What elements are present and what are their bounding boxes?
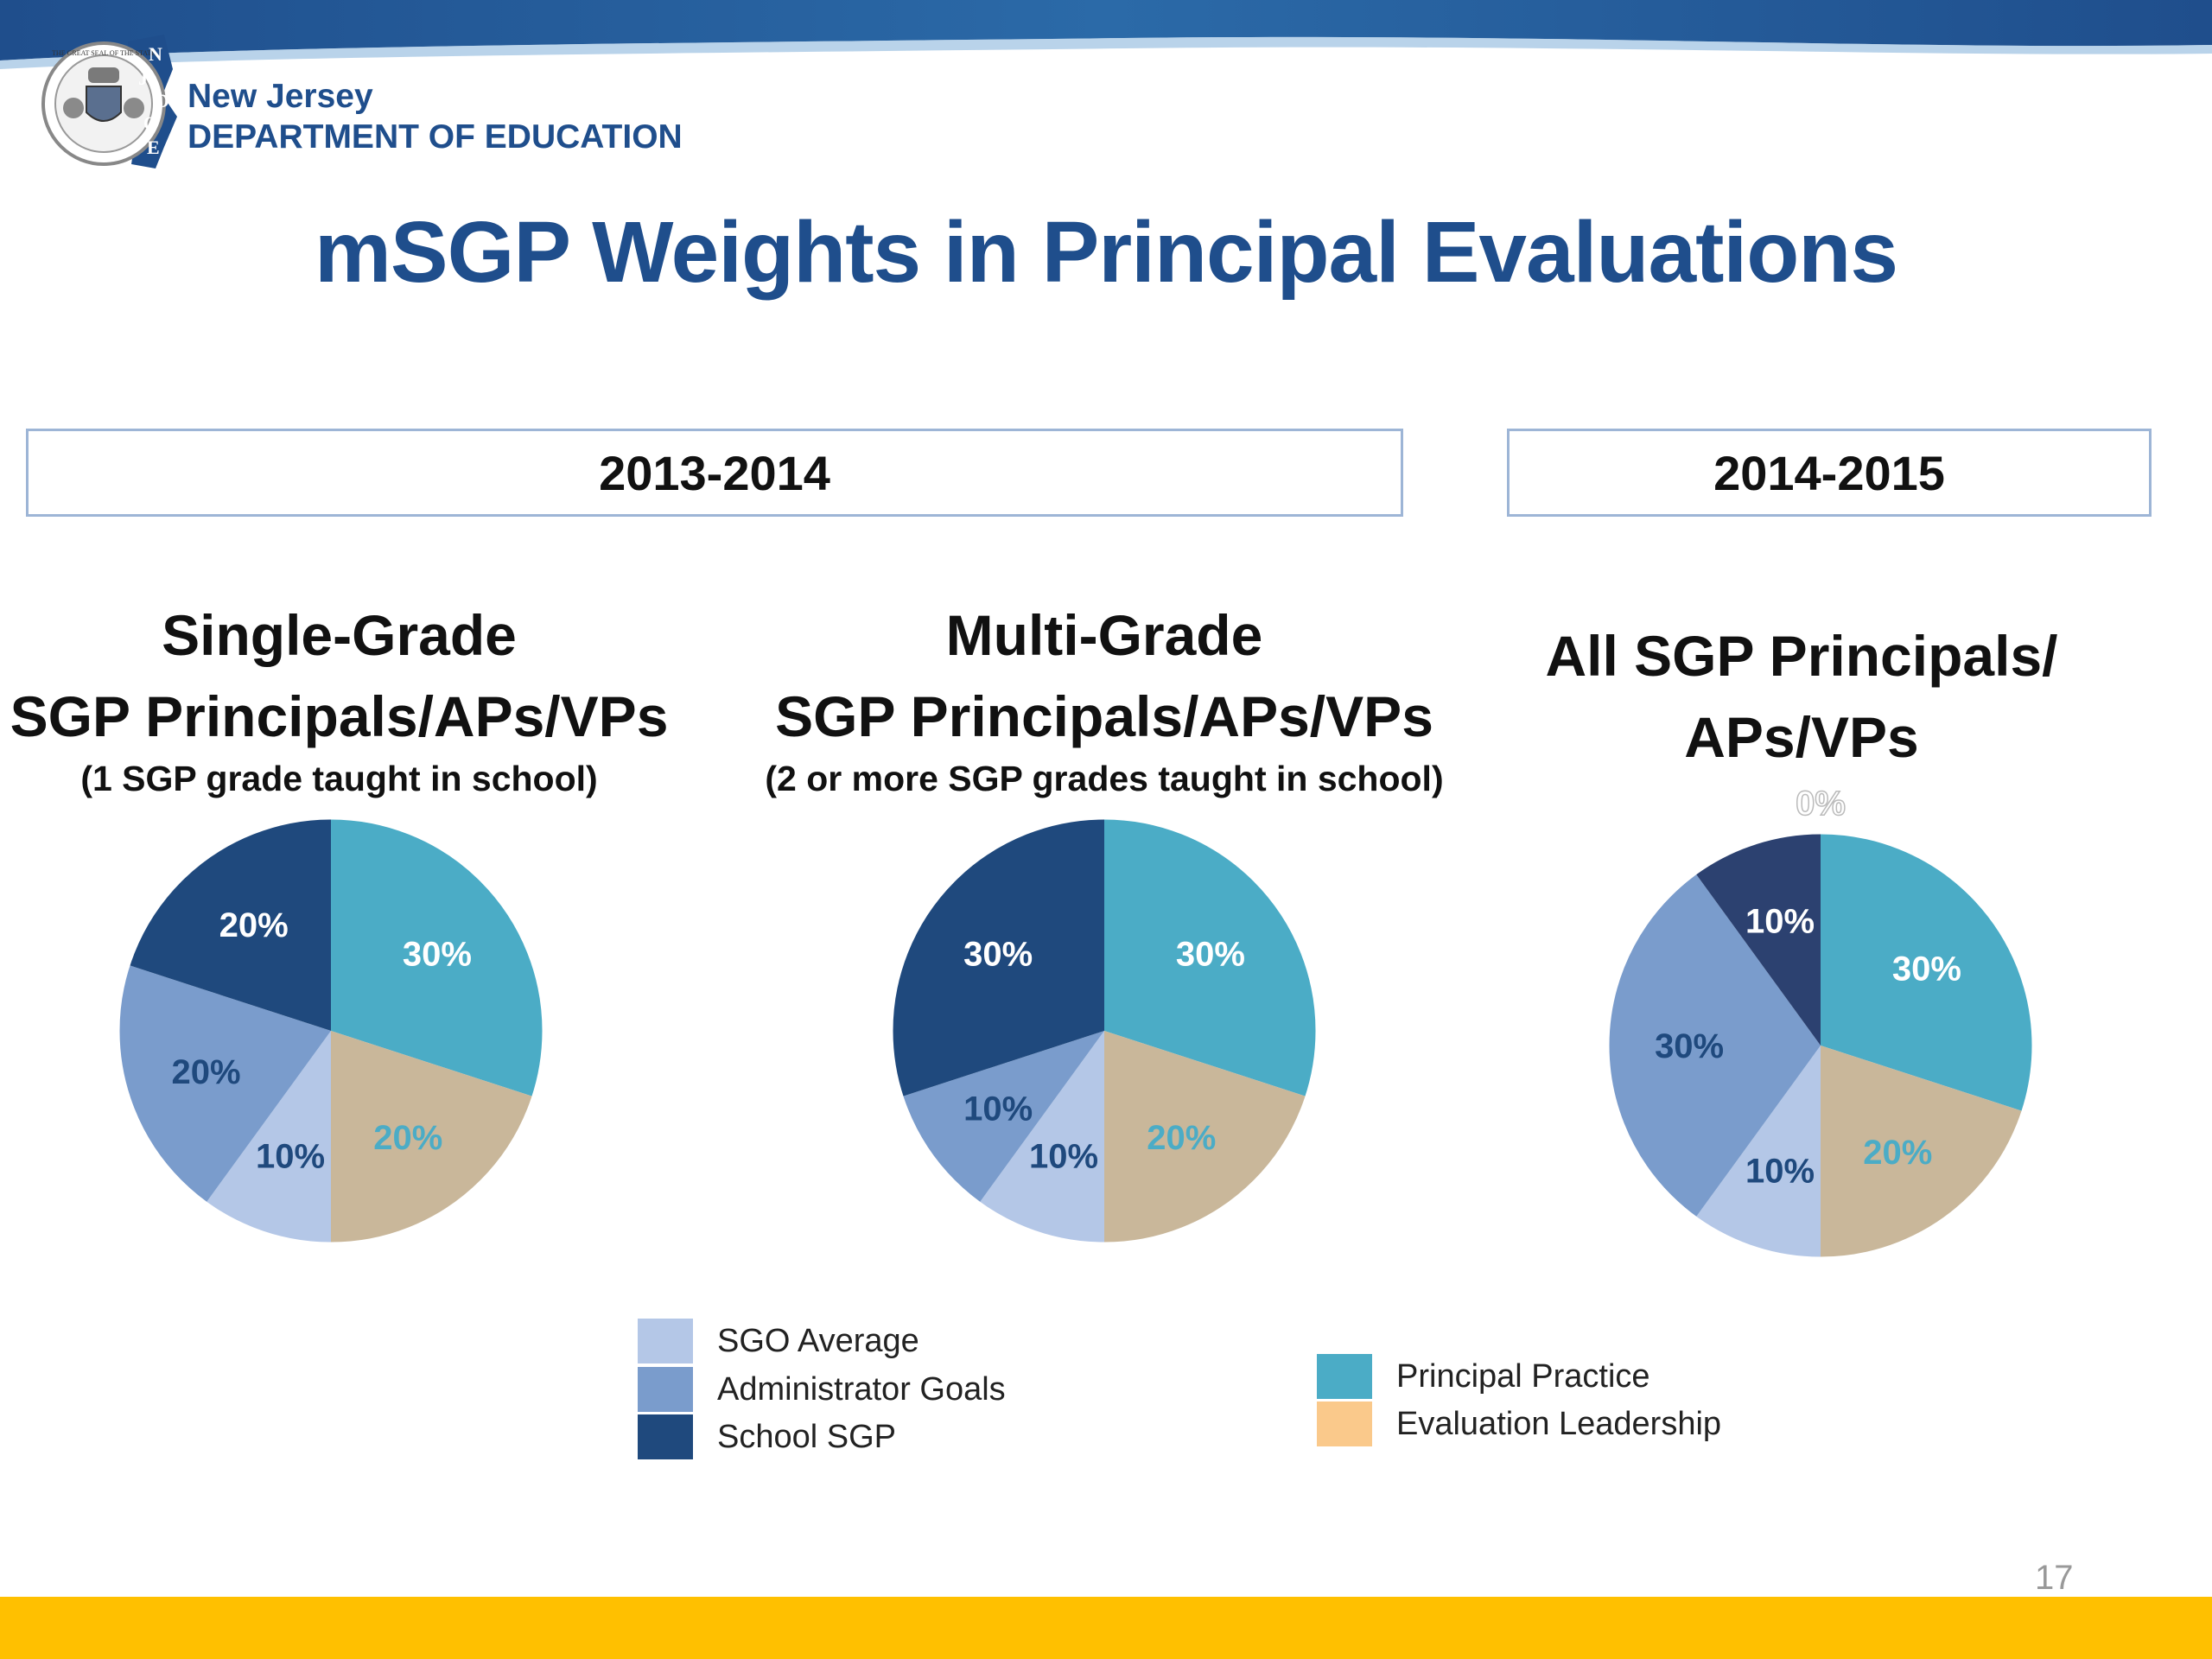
data-label-evaluation-leadership: 20% xyxy=(1863,1134,1932,1172)
pie-outline xyxy=(1608,833,2033,1258)
legend-item-evaluation-leadership: Evaluation Leadership xyxy=(1317,1402,1721,1446)
chart1-title: Single-Grade SGP Principals/APs/VPs xyxy=(0,594,678,757)
legend-item-sgo-average: SGO Average xyxy=(638,1319,919,1363)
data-label-principal-practice: 30% xyxy=(1892,950,1961,988)
pie-slice-school-sgp xyxy=(1695,834,1821,1046)
data-label-principal-practice: 30% xyxy=(1176,936,1245,974)
data-label-school-sgp: 20% xyxy=(219,906,289,944)
legend-item-school-sgp: School SGP xyxy=(638,1414,896,1459)
pie-slice-administrator-goals xyxy=(1609,874,1821,1217)
chart3-title: All SGP Principals/ APs/VPs xyxy=(1469,615,2134,778)
data-label-school-sgp: 10% xyxy=(1745,903,1815,941)
pie-slice-sgo-average xyxy=(979,1031,1104,1243)
chart3-title-line2: APs/VPs xyxy=(1684,705,1919,769)
legend-item-principal-practice: Principal Practice xyxy=(1317,1354,1650,1399)
legend-label-evaluation-leadership: Evaluation Leadership xyxy=(1396,1405,1722,1442)
legend-label-principal-practice: Principal Practice xyxy=(1396,1357,1650,1395)
legend-label-school-sgp: School SGP xyxy=(717,1418,896,1455)
logo-letter-j: J xyxy=(138,67,148,89)
data-label-sgo-average: 10% xyxy=(1745,1152,1815,1190)
data-label-evaluation-leadership: 20% xyxy=(1147,1119,1216,1157)
logo-letter-d: D xyxy=(156,90,169,111)
pie-chart-multi-grade: 30% 20% 10% 10% 30% xyxy=(892,818,1317,1243)
chart3-title-line1: All SGP Principals/ xyxy=(1545,624,2058,688)
chart1-title-line1: Single-Grade xyxy=(162,603,517,667)
pie-slice-school-sgp xyxy=(129,819,331,1031)
legend-swatch-principal-practice xyxy=(1317,1354,1372,1399)
legend-label-administrator-goals: Administrator Goals xyxy=(717,1370,1006,1408)
logo-letter-n: N xyxy=(149,43,162,65)
pie-slice-evaluation-leadership xyxy=(1104,1031,1306,1243)
data-label-principal-practice: 30% xyxy=(403,936,472,974)
pie-chart-single-grade: 30% 20% 10% 20% 20% xyxy=(118,818,543,1243)
data-label-administrator-goals: 10% xyxy=(963,1090,1033,1128)
pie-slice-evaluation-leadership xyxy=(331,1031,533,1243)
pie-slice-administrator-goals xyxy=(119,965,331,1203)
pie-slice-sgo-average xyxy=(1695,1046,1821,1257)
data-label-evaluation-leadership: 20% xyxy=(373,1119,442,1157)
year-label-2014-2015: 2014-2015 xyxy=(1507,429,2152,517)
pie-slice-sgo-average xyxy=(206,1031,331,1243)
pie-outline xyxy=(892,818,1317,1243)
legend-swatch-evaluation-leadership xyxy=(1317,1402,1372,1446)
org-line1: New Jersey xyxy=(188,78,373,115)
legend-swatch-administrator-goals xyxy=(638,1367,693,1412)
chart2-subtitle: (2 or more SGP grades taught in school) xyxy=(765,759,1444,798)
pie-slice-evaluation-leadership xyxy=(1821,1046,2023,1257)
data-label-sgo-average: 10% xyxy=(256,1137,325,1175)
seal-text: THE GREAT SEAL OF THE STATE xyxy=(52,49,156,57)
footer-bar xyxy=(0,1597,2212,1659)
page-number: 17 xyxy=(2035,1559,2074,1597)
njdoe-logo: THE GREAT SEAL OF THE STATE N J D O E xyxy=(41,35,177,168)
org-name: New Jersey DEPARTMENT OF EDUCATION xyxy=(188,76,683,157)
page-title: mSGP Weights in Principal Evaluations xyxy=(315,204,1898,301)
data-label-school-sgp: 30% xyxy=(963,936,1033,974)
org-line2: DEPARTMENT OF EDUCATION xyxy=(188,118,683,156)
pie-slice-principal-practice xyxy=(1104,819,1316,1096)
legend-swatch-school-sgp xyxy=(638,1414,693,1459)
legend-swatch-sgo-average xyxy=(638,1319,693,1363)
pie-outline xyxy=(118,818,543,1243)
pie-slice-principal-practice xyxy=(1821,834,2032,1111)
pie-slice-administrator-goals xyxy=(902,1031,1104,1203)
data-label-evaluation-leadership-zero: 0% xyxy=(1796,785,1846,823)
chart2-title-line1: Multi-Grade xyxy=(945,603,1263,667)
chart2-title-line2: SGP Principals/APs/VPs xyxy=(775,684,1433,748)
pie-slice-school-sgp xyxy=(893,819,1104,1096)
logo-letter-e: E xyxy=(147,137,160,158)
pie-slice-principal-practice xyxy=(331,819,543,1096)
logo-letter-o: O xyxy=(143,112,158,134)
pie-chart-all-sgp: 30% 20% 10% 30% 10% 0% xyxy=(1608,784,2033,1258)
chart2-title: Multi-Grade SGP Principals/APs/VPs xyxy=(715,594,1493,757)
data-label-sgo-average: 10% xyxy=(1029,1137,1098,1175)
legend-item-administrator-goals: Administrator Goals xyxy=(638,1367,1006,1412)
legend-label-sgo-average: SGO Average xyxy=(717,1322,919,1359)
header-banner xyxy=(0,0,2212,69)
chart1-subtitle: (1 SGP grade taught in school) xyxy=(80,759,598,798)
data-label-administrator-goals: 20% xyxy=(172,1053,241,1091)
year-label-2013-2014: 2013-2014 xyxy=(26,429,1403,517)
data-label-administrator-goals: 30% xyxy=(1655,1027,1724,1065)
chart1-title-line2: SGP Principals/APs/VPs xyxy=(10,684,669,748)
